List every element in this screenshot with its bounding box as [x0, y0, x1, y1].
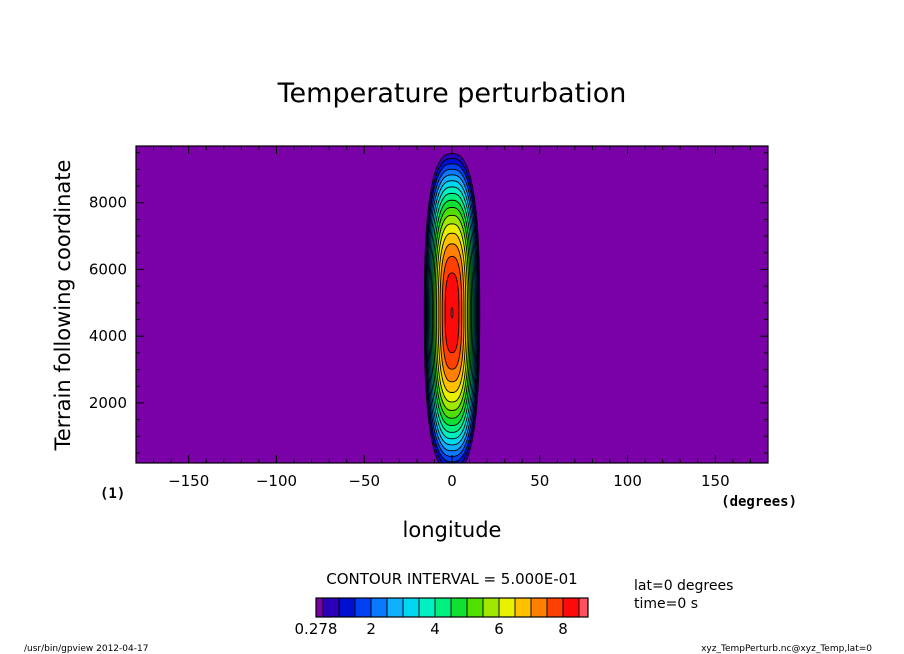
- y-tick-label: 4000: [89, 327, 127, 345]
- x-tick-label: 100: [613, 472, 642, 490]
- colorbar-swatch: [514, 597, 532, 618]
- colorbar-swatch: [578, 597, 589, 618]
- footer-file-variable: xyz_TempPerturb.nc@xyz_Temp,lat=0: [701, 644, 872, 654]
- colorbar-swatch: [370, 597, 388, 618]
- x-tick-label: 0: [447, 472, 457, 490]
- x-axis-label: longitude: [403, 518, 502, 542]
- y-axis-label: Terrain following coordinate: [51, 160, 75, 452]
- colorbar-swatch: [466, 597, 484, 618]
- contour-interval-text: CONTOUR INTERVAL = 5.000E-01: [326, 570, 577, 588]
- colorbar-swatch: [386, 597, 404, 618]
- x-tick-label: 150: [701, 472, 730, 490]
- colorbar-min-label: 0.278: [295, 620, 338, 638]
- x-units-label: (degrees): [721, 494, 797, 510]
- latitude-annotation: lat=0 degrees: [634, 578, 733, 594]
- colorbar-swatch: [418, 597, 436, 618]
- colorbar-swatch: [338, 597, 356, 618]
- colorbar-swatch: [450, 597, 468, 618]
- colorbar-swatch: [546, 597, 564, 618]
- axis-ticks: [135, 146, 769, 463]
- frame-number: (1): [100, 486, 125, 502]
- colorbar-swatch: [402, 597, 420, 618]
- colorbar-swatch: [498, 597, 516, 618]
- x-tick-labels: −150 −100 −50 0 50 100 150: [168, 472, 730, 490]
- colorbar-swatch: [354, 597, 372, 618]
- colorbar-swatch: [322, 597, 340, 618]
- x-tick-label: 50: [530, 472, 549, 490]
- colorbar-swatch: [434, 597, 452, 618]
- y-tick-labels: 2000 4000 6000 8000: [89, 194, 127, 412]
- time-annotation: time=0 s: [634, 596, 698, 612]
- colorbar-tick-label: 2: [366, 620, 376, 638]
- colorbar-swatch: [530, 597, 548, 618]
- colorbar-tick-label: 6: [494, 620, 504, 638]
- y-tick-label: 2000: [89, 394, 127, 412]
- x-tick-label: −100: [256, 472, 297, 490]
- colorbar-tick-label: 8: [558, 620, 568, 638]
- colorbar-frame: [315, 597, 589, 618]
- colorbar-swatch: [482, 597, 500, 618]
- contour-band: [450, 307, 454, 319]
- footer-program-date: /usr/bin/gpview 2012-04-17: [24, 644, 148, 654]
- x-tick-label: −50: [348, 472, 380, 490]
- chart-title: Temperature perturbation: [277, 78, 627, 109]
- x-tick-label: −150: [168, 472, 209, 490]
- plot-area: [136, 146, 768, 463]
- y-tick-label: 8000: [89, 194, 127, 212]
- colorbar-swatch: [315, 597, 324, 618]
- colorbar-swatch: [562, 597, 580, 618]
- y-tick-label: 6000: [89, 260, 127, 278]
- colorbar-tick-label: 4: [430, 620, 440, 638]
- filled-contours: [423, 153, 481, 463]
- colorbar: 0.278 2 4 6 8: [295, 597, 589, 638]
